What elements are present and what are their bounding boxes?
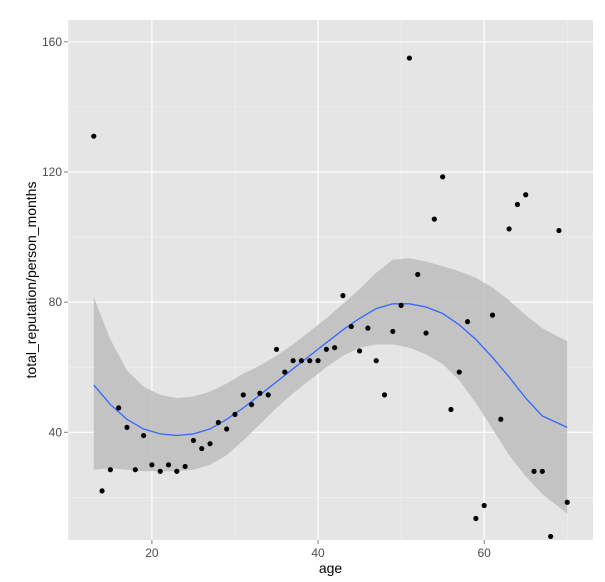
data-point [190,437,197,444]
smooth-trend-line [93,303,568,437]
y-tick-label: 120 [42,165,62,179]
x-tick-label: 60 [477,546,491,560]
data-point [440,174,446,180]
data-point [514,201,521,208]
data-point [356,348,363,354]
data-point [556,227,562,234]
data-point [149,462,155,468]
data-point [431,216,437,222]
y-axis-ticks: 40 80 120 160 [42,35,68,439]
x-axis-ticks: 20 40 60 [145,540,491,560]
data-point [91,133,97,139]
data-point [207,441,213,447]
data-point [232,411,238,417]
data-point [456,369,462,375]
data-point [539,468,545,474]
data-point [315,358,321,364]
data-point [481,502,487,509]
data-point [423,330,429,336]
data-point [282,369,288,375]
data-point [224,426,230,432]
data-point [290,358,296,364]
data-point [240,392,246,398]
data-point [464,319,471,325]
data-point [157,468,163,474]
y-tick-label: 80 [49,295,63,309]
data-point [307,358,313,364]
data-point [116,405,122,411]
data-point [506,226,512,232]
data-points [91,55,570,540]
data-point [165,462,172,468]
data-point [489,312,496,318]
data-point [140,432,147,439]
data-point [390,328,396,335]
data-point [348,323,354,330]
data-point [373,358,379,364]
data-point [215,419,221,426]
data-point [340,293,346,299]
data-point [406,55,413,61]
data-point [523,192,529,198]
data-point [199,445,205,452]
data-point [273,346,280,352]
x-tick-label: 20 [145,546,159,560]
data-point [265,392,271,398]
confidence-band [93,258,568,514]
data-point [248,402,255,408]
data-point [132,467,138,473]
x-tick-label: 40 [311,546,325,560]
data-point [415,271,421,278]
data-point [398,302,404,308]
data-point [548,533,554,540]
data-point [531,468,537,474]
data-point [323,346,329,352]
data-point [182,463,188,470]
data-point [124,424,130,431]
data-point [257,390,263,396]
data-point [381,392,388,398]
y-tick-label: 40 [49,425,63,439]
data-point [365,325,371,331]
x-axis-title: age [319,560,343,576]
data-point [298,358,305,364]
data-point [107,467,113,473]
data-point [448,406,454,413]
data-point [473,515,479,522]
data-point [564,499,570,505]
data-point [99,488,105,494]
data-point [498,416,504,422]
y-tick-label: 160 [42,35,62,49]
data-point [332,345,338,351]
data-point [174,468,180,474]
y-axis-title: total_reputation/person_months [23,182,39,379]
